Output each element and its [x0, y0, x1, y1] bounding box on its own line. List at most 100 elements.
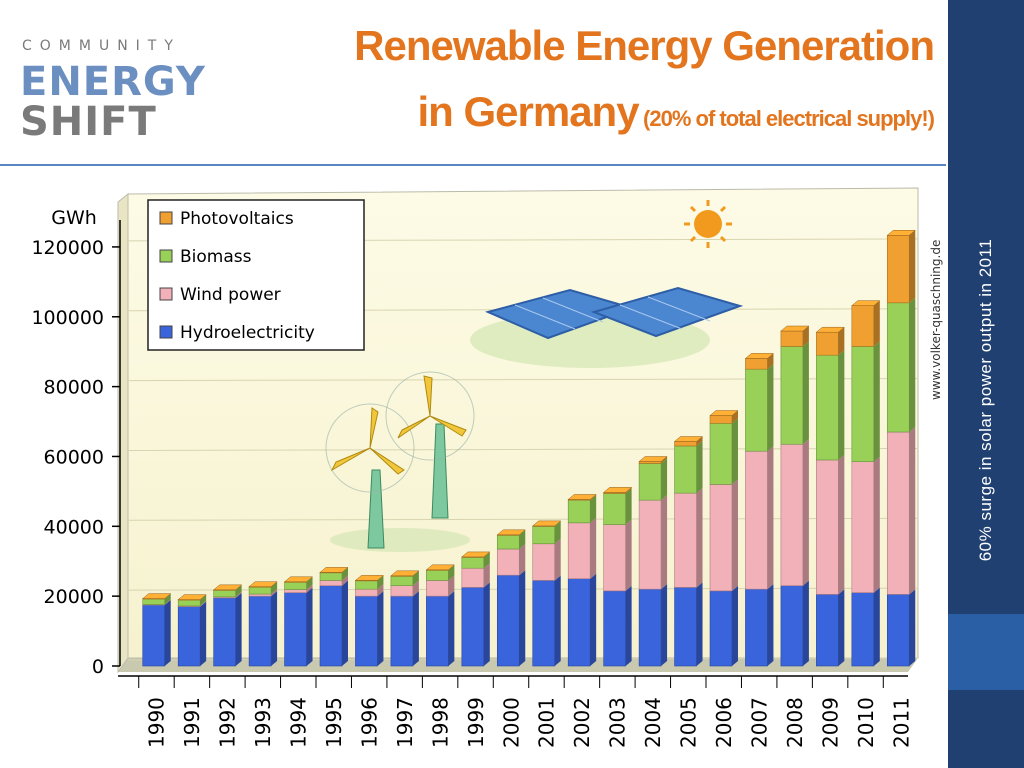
- stacked-bar-chart: 0 20000 40000 60000 80000 100000 120000 GWh: [0, 180, 946, 760]
- legend-label-photovoltaics: Photovoltaics: [180, 209, 294, 229]
- bar-segment-side: [802, 580, 809, 666]
- bar-segment-biomass: [709, 422, 733, 485]
- chart-svg: 0 20000 40000 60000 80000 100000 120000 GWh: [0, 180, 946, 760]
- bar-segment-side: [271, 591, 278, 666]
- bar-segment-side: [838, 589, 845, 666]
- bar-segment-side: [873, 587, 880, 666]
- bar-segment-side: [554, 521, 561, 544]
- x-tick-label: 2001: [535, 697, 559, 748]
- bar-segment-side: [341, 567, 348, 581]
- bar-top: [709, 410, 739, 416]
- legend-swatch-biomass: [159, 249, 173, 263]
- bar-top: [283, 576, 314, 583]
- x-tick-label: 2005: [677, 697, 701, 748]
- bar-segment-side: [235, 591, 242, 598]
- bar-segment-side: [802, 326, 809, 347]
- bar-segment-wind-power: [461, 567, 485, 588]
- bar-segment-side: [483, 563, 490, 588]
- x-tick-label: 2008: [783, 697, 807, 748]
- bar-top: [638, 456, 668, 462]
- bar-segment-side: [731, 585, 738, 666]
- bar-segment-side: [483, 552, 490, 569]
- bar-top: [851, 300, 881, 306]
- bar-segment-biomass: [567, 499, 591, 524]
- bar-segment-wind-power: [674, 492, 697, 588]
- sidebar-accent-block: [948, 614, 1024, 690]
- bar-top: [390, 570, 420, 577]
- y-axis: 0 20000 40000 60000 80000 100000 120000: [31, 220, 121, 678]
- bar-segment-side: [412, 591, 419, 666]
- x-tick-label: 2010: [854, 697, 878, 748]
- bar-segment-side: [838, 454, 845, 595]
- bar-segment-wind-power: [780, 443, 804, 586]
- bar-segment-side: [519, 544, 526, 576]
- y-tick-label: 100000: [31, 307, 104, 329]
- bar-segment-side: [235, 592, 242, 666]
- bar-segment-photovoltaics: [709, 415, 733, 424]
- bar-segment-side: [731, 418, 738, 485]
- bar-segment-side: [909, 589, 916, 666]
- bar-segment-side: [164, 599, 171, 605]
- bar-segment-wind-power: [851, 461, 875, 593]
- bar-segment-side: [696, 436, 703, 446]
- legend-label-biomass: Biomass: [180, 247, 252, 267]
- bar-segment-hydroelectricity: [355, 595, 378, 667]
- bar-segment-biomass: [319, 572, 343, 581]
- bar-segment-side: [696, 440, 703, 494]
- bar-segment-hydroelectricity: [426, 595, 449, 667]
- bar-segment-hydroelectricity: [248, 595, 272, 667]
- bar-segment-side: [341, 575, 348, 586]
- bar-top: [248, 581, 278, 587]
- bar-segment-side: [625, 488, 632, 525]
- bar-segment-wind-power: [886, 431, 910, 595]
- bar-segment-biomass: [248, 586, 272, 595]
- bar-segment-side: [731, 410, 738, 424]
- bar-segment-side: [873, 341, 880, 462]
- sun-icon: [694, 210, 722, 238]
- x-tick-label: 1992: [216, 697, 240, 748]
- bar-segment-biomass: [674, 445, 697, 494]
- bar-segment-hydroelectricity: [816, 594, 839, 667]
- bar-segment-hydroelectricity: [284, 592, 307, 667]
- bar-segment-side: [625, 519, 632, 591]
- turbine-tower-icon: [367, 469, 385, 549]
- legend-label-wind-power: Wind power: [180, 285, 281, 305]
- bar-segment-side: [164, 599, 171, 666]
- bar-segment-biomass: [816, 354, 839, 461]
- slide-title-line2: in Germany (20% of total electrical supp…: [417, 88, 935, 136]
- bar-segment-hydroelectricity: [851, 592, 875, 667]
- bar-segment-side: [838, 327, 845, 356]
- solar-panel-icon: [590, 286, 744, 338]
- x-tick-label: 1994: [287, 697, 311, 748]
- bar-segment-side: [909, 230, 916, 303]
- y-axis-label: GWh: [51, 207, 97, 229]
- bar-segment-biomass: [426, 569, 449, 581]
- bar-segment-hydroelectricity: [674, 587, 697, 667]
- bar-segment-biomass: [177, 599, 201, 607]
- bar-segment-biomass: [638, 463, 662, 501]
- bar-top: [425, 564, 456, 571]
- bar-segment-hydroelectricity: [603, 590, 626, 667]
- community-energy-shift-logo: COMMUNITY ENERGY SHIFT: [14, 28, 214, 156]
- bar-segment-side: [200, 600, 207, 607]
- bar-segment-photovoltaics: [745, 358, 768, 370]
- slide-title-country: in Germany: [417, 88, 639, 135]
- bar-segment-side: [873, 300, 880, 347]
- bar-segment-side: [377, 584, 384, 597]
- bar-segment-photovoltaics: [780, 330, 804, 347]
- bar-segment-side: [802, 341, 809, 445]
- turbine-blades-icon: [397, 375, 467, 439]
- bar-segment-side: [271, 589, 278, 597]
- bar-top: [673, 436, 704, 442]
- bar-segment-side: [235, 584, 242, 597]
- bar-segment-side: [164, 593, 171, 605]
- bar-segment-side: [909, 427, 916, 595]
- bar-segment-photovoltaics: [886, 234, 910, 304]
- bar-top: [532, 520, 562, 527]
- x-tick-label: 2009: [818, 697, 842, 748]
- bar-segment-hydroelectricity: [319, 585, 343, 667]
- bar-segment-side: [341, 580, 348, 666]
- bar-segment-side: [200, 601, 207, 666]
- legend-box: [147, 199, 365, 351]
